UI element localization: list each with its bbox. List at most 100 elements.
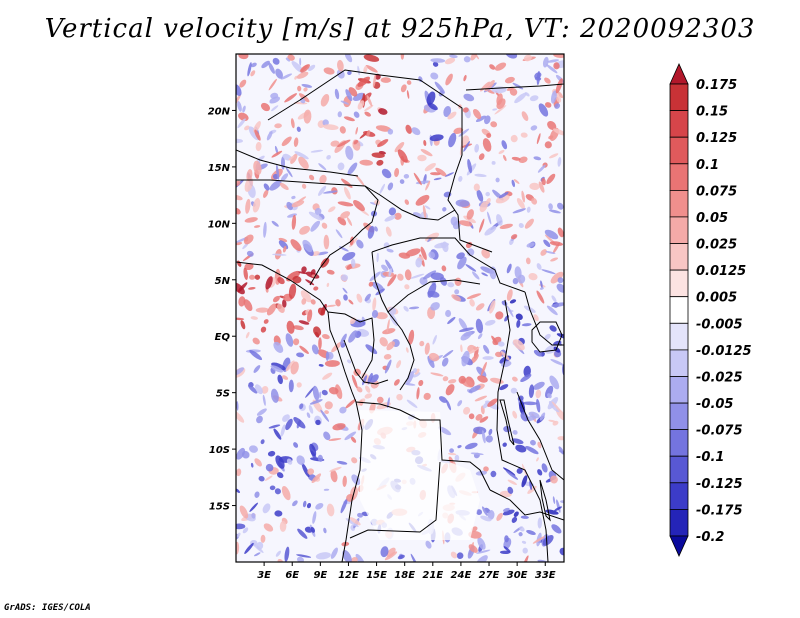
velocity-cell — [550, 475, 558, 484]
lat-tick-label: 15N — [208, 163, 231, 174]
velocity-cell — [489, 64, 496, 70]
velocity-cell — [512, 277, 519, 285]
velocity-cell — [342, 550, 352, 562]
velocity-cell — [355, 553, 366, 562]
velocity-cell — [243, 299, 253, 311]
velocity-cell — [520, 373, 532, 383]
velocity-cell — [544, 333, 551, 340]
velocity-cell — [475, 414, 483, 421]
velocity-cell — [301, 298, 307, 305]
velocity-cell — [290, 153, 298, 164]
velocity-cell — [466, 293, 482, 300]
velocity-cell — [315, 502, 324, 510]
velocity-cell — [468, 385, 481, 393]
velocity-cell — [266, 303, 277, 316]
velocity-cell — [523, 54, 532, 62]
velocity-cell — [517, 274, 526, 284]
velocity-cell — [516, 467, 523, 474]
velocity-cell — [537, 164, 546, 173]
velocity-cell — [410, 553, 419, 562]
velocity-cell — [288, 155, 295, 161]
vertical-velocity-field — [236, 54, 564, 562]
velocity-cell — [334, 88, 340, 100]
velocity-cell — [242, 527, 249, 534]
colorbar-swatch — [669, 322, 689, 351]
velocity-cell — [347, 70, 352, 76]
velocity-cell — [397, 273, 404, 281]
velocity-cell — [353, 200, 365, 212]
velocity-cell — [494, 105, 507, 115]
velocity-cell — [236, 138, 243, 144]
velocity-cell — [463, 93, 475, 102]
border-east-rift — [496, 299, 549, 562]
velocity-cell — [411, 127, 421, 136]
border-east-2 — [524, 291, 564, 346]
velocity-cell — [445, 384, 455, 396]
colorbar-swatch — [669, 243, 689, 271]
velocity-cell — [503, 425, 511, 433]
velocity-cell — [246, 250, 254, 257]
velocity-cell — [337, 59, 344, 72]
velocity-cell — [521, 190, 526, 203]
velocity-cell — [449, 448, 454, 453]
velocity-cell — [251, 512, 256, 519]
colorbar: 0.175 0.15 0.125 0.1 0.075 0.05 0.025 0.0125 0.0… — [669, 63, 752, 557]
velocity-cell — [528, 272, 538, 281]
velocity-cell — [275, 455, 285, 469]
velocity-cell — [530, 125, 538, 131]
velocity-cell — [260, 439, 265, 445]
lat-tick-label: 10S — [209, 445, 230, 456]
velocity-cell — [533, 314, 539, 322]
velocity-cell — [440, 242, 446, 249]
lon-tick-label: 30E — [507, 570, 528, 581]
lat-tick-label: EQ — [215, 332, 231, 343]
velocity-cell — [499, 384, 509, 391]
velocity-cell — [323, 124, 339, 131]
velocity-cell — [484, 115, 491, 125]
velocity-cell — [294, 151, 309, 160]
velocity-cell — [372, 297, 377, 311]
velocity-cell — [435, 167, 447, 177]
velocity-cell — [388, 307, 397, 316]
velocity-cell — [384, 215, 396, 222]
velocity-cell — [535, 389, 542, 399]
velocity-cell — [350, 556, 358, 562]
velocity-cell — [398, 252, 411, 259]
colorbar-label: 0.075 — [696, 184, 737, 199]
velocity-cell — [394, 142, 405, 153]
velocity-cell — [551, 302, 564, 308]
border-zambia-south — [489, 489, 564, 521]
velocity-cell — [277, 374, 283, 385]
velocity-cell — [513, 179, 520, 184]
velocity-cell — [548, 209, 561, 214]
velocity-cell — [541, 177, 546, 186]
velocity-cell — [245, 198, 251, 214]
velocity-cell — [237, 532, 241, 538]
velocity-cell — [248, 287, 256, 290]
country-borders — [236, 69, 564, 562]
velocity-cell — [285, 360, 295, 372]
velocity-cell — [251, 62, 257, 68]
velocity-cell — [279, 520, 287, 532]
velocity-cell — [386, 341, 395, 351]
velocity-cell — [449, 54, 458, 59]
velocity-cell — [553, 346, 561, 353]
velocity-cell — [375, 288, 385, 296]
velocity-cell — [387, 182, 394, 191]
velocity-cell — [309, 443, 317, 457]
velocity-cell — [430, 58, 446, 63]
colorbar-label: 0.15 — [696, 105, 728, 120]
colorbar-swatch — [669, 376, 689, 404]
velocity-cell — [442, 376, 449, 382]
velocity-cell — [448, 456, 454, 464]
velocity-cell — [519, 400, 526, 415]
velocity-cell — [551, 295, 557, 303]
velocity-cell — [242, 105, 246, 113]
velocity-cell — [465, 264, 477, 272]
velocity-cell — [512, 410, 518, 419]
velocity-cell — [249, 445, 258, 453]
border-chad — [364, 185, 456, 221]
velocity-cell — [405, 124, 412, 134]
colorbar-label: -0.175 — [696, 503, 743, 518]
